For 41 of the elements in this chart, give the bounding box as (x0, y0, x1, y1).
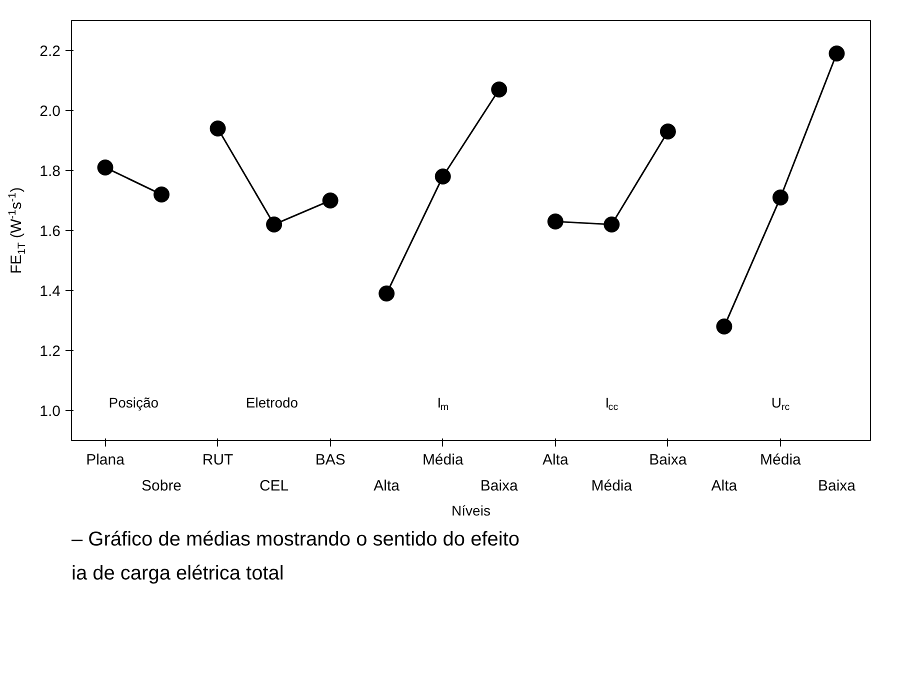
x-tick-label: Sobre (142, 478, 182, 494)
x-tick-label: Baixa (649, 452, 688, 468)
y-tick-label: 2.0 (40, 103, 61, 120)
x-tick-label: Média (760, 452, 802, 468)
point (716, 318, 732, 334)
x-tick-label: Baixa (818, 478, 856, 494)
x-tick-label: Alta (374, 478, 400, 494)
x-tick-label: Média (591, 478, 633, 494)
text: – Gráfico de médias mostrando o sentido do efeito (72, 528, 520, 550)
point (772, 190, 788, 206)
point (491, 82, 508, 98)
point (547, 214, 564, 230)
y-axis-title: FE1T (W-1s-1) (6, 187, 28, 274)
y-tick-label: 1.4 (40, 283, 61, 300)
x-tick-label: RUT (202, 452, 234, 468)
x-tick-label: Plana (86, 452, 126, 468)
point (266, 216, 282, 232)
point (210, 120, 226, 136)
annotation: Eletrodo (246, 394, 298, 411)
y-tick-label: 1.8 (40, 163, 61, 180)
x-tick-label: Alta (542, 452, 569, 468)
annotation: Posição (108, 394, 159, 411)
text: ia de carga elétrica total (72, 562, 284, 584)
point (434, 168, 451, 184)
x-tick-label: Baixa (480, 478, 519, 494)
x-axis-title: Níveis (452, 502, 490, 518)
point (97, 160, 114, 176)
y-tick-label: 1.0 (40, 403, 61, 420)
point (378, 286, 395, 302)
x-tick-label: Média (422, 452, 464, 468)
x-tick-label: Alta (711, 478, 738, 494)
point (660, 124, 676, 140)
point (828, 46, 845, 62)
point (154, 186, 170, 202)
x-tick-label: BAS (315, 452, 346, 468)
point (604, 216, 620, 232)
y-tick-label: 1.6 (40, 223, 61, 240)
point (322, 192, 338, 208)
y-tick-label: 2.2 (40, 43, 61, 60)
x-tick-label: CEL (259, 478, 289, 494)
y-tick-label: 1.2 (40, 343, 61, 360)
